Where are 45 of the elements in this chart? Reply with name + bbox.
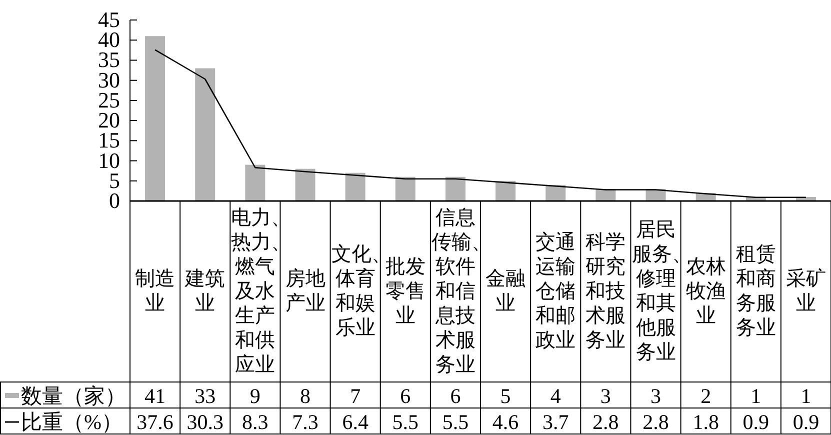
bar — [295, 168, 316, 201]
legend-label: 数量（家） — [21, 384, 126, 408]
x-tick-label: 建筑业 — [184, 268, 226, 314]
legend-label: 比重（%） — [21, 410, 122, 434]
bar — [496, 180, 516, 201]
x-tick-label: 租赁和商务服务业 — [736, 244, 776, 339]
data-label: 8.3 — [242, 410, 268, 434]
data-label: 5 — [500, 384, 511, 408]
data-label: 7 — [350, 384, 361, 408]
data-label: 1.8 — [692, 410, 719, 434]
data-label: 1 — [800, 384, 812, 408]
data-label: 2.8 — [592, 410, 619, 434]
bar — [145, 36, 166, 201]
data-label: 33 — [194, 384, 216, 408]
data-label: 37.6 — [136, 410, 174, 434]
bar — [345, 172, 366, 201]
data-label: 6 — [450, 384, 461, 408]
bar — [395, 176, 416, 201]
data-label: 9 — [250, 384, 260, 408]
x-tick-label: 采矿业 — [786, 268, 826, 314]
bar — [245, 164, 266, 201]
data-label: 5.5 — [442, 410, 469, 434]
data-label: 5.5 — [392, 410, 419, 434]
data-label: 6 — [400, 384, 411, 408]
data-label: 8 — [300, 384, 310, 408]
data-label: 6.4 — [342, 410, 369, 434]
data-label: 0.9 — [792, 410, 820, 434]
data-label: 4.6 — [492, 410, 519, 434]
data-label: 30.3 — [186, 410, 224, 434]
data-label: 0.9 — [742, 410, 770, 434]
data-label: 3 — [600, 384, 611, 408]
data-label: 2 — [700, 384, 712, 408]
bar — [195, 68, 216, 201]
data-label: 4 — [550, 384, 562, 408]
data-label: 7.3 — [292, 410, 318, 434]
data-label: 41 — [144, 384, 166, 408]
x-tick-label: 交通运输仓储和邮政业 — [536, 231, 576, 352]
bar — [445, 176, 466, 201]
line-series — [154, 49, 807, 198]
x-tick-label: 制造业 — [135, 268, 176, 314]
data-label: 3.7 — [542, 410, 569, 434]
data-label: 1 — [750, 384, 762, 408]
data-label: 2.8 — [642, 410, 669, 434]
x-tick-label: 科学研究和技术服务业 — [586, 231, 626, 352]
data-label: 3 — [650, 384, 661, 408]
